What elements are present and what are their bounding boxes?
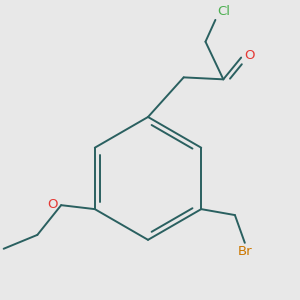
Text: Cl: Cl [218,5,230,18]
Text: O: O [244,49,255,62]
Text: Br: Br [238,245,252,258]
Text: O: O [47,198,58,211]
